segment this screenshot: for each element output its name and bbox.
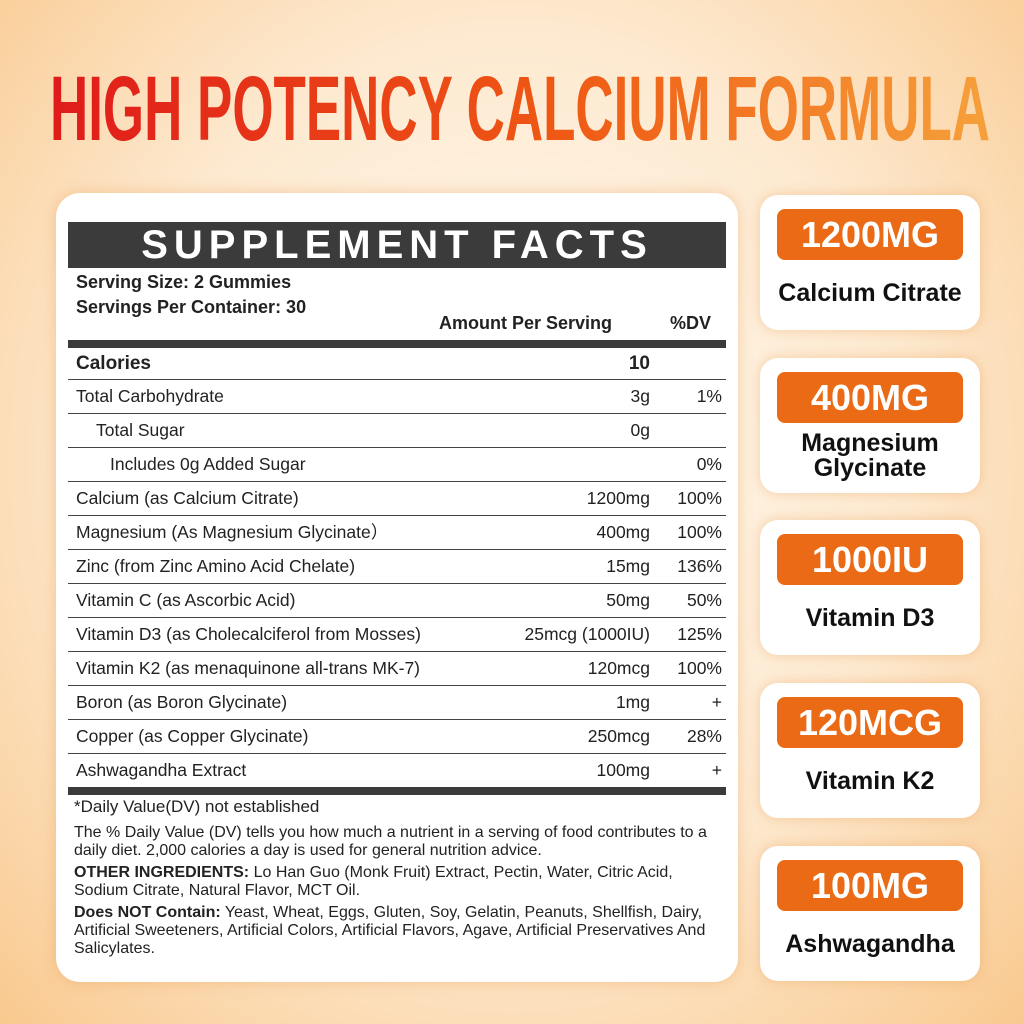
amount-column-header: Amount Per Serving <box>439 313 613 333</box>
nutrient-dv: 1% <box>696 386 722 406</box>
nutrient-name: Vitamin K2 (as menaquinone all-trans MK-… <box>76 658 421 678</box>
ingredient-label: Calcium Citrate <box>778 278 962 307</box>
nutrient-amount: 10 <box>628 353 650 374</box>
nutrient-dv: 100% <box>677 488 722 508</box>
nutrient-amount: 0g <box>630 420 650 440</box>
facts-row: Copper (as Copper Glycinate) 250mcg 28% <box>68 719 726 753</box>
highlight-card: 1000IU Vitamin D3 <box>760 520 980 655</box>
ingredient-label: Vitamin D3 <box>805 603 935 632</box>
nutrient-dv: 125% <box>677 624 722 644</box>
supplement-facts-panel: SUPPLEMENT FACTS Serving Size: 2 Gummies… <box>56 193 738 982</box>
dv-explanation: The % Daily Value (DV) tells you how muc… <box>74 824 707 859</box>
nutrient-name: Vitamin D3 (as Cholecalciferol from Moss… <box>76 624 421 644</box>
ingredient-label: Ashwagandha <box>785 929 955 958</box>
highlight-card: 400MG Magnesium Glycinate <box>760 358 980 493</box>
nutrient-dv: + <box>711 760 722 780</box>
nutrient-name: Ashwagandha Extract <box>76 760 247 780</box>
highlight-card: 120MCG Vitamin K2 <box>760 683 980 818</box>
nutrient-name: Total Sugar <box>96 420 185 440</box>
facts-header: SUPPLEMENT FACTS <box>68 222 726 268</box>
nutrient-dv: 28% <box>686 726 722 746</box>
nutrient-amount: 15mg <box>606 556 650 576</box>
amount-badge: 1200MG <box>777 209 963 260</box>
nutrient-dv: 0% <box>696 454 722 474</box>
facts-row: Includes 0g Added Sugar 0% <box>68 447 726 481</box>
nutrient-name: Boron (as Boron Glycinate) <box>76 692 288 712</box>
ingredient-label: Vitamin K2 <box>805 766 935 795</box>
nutrient-name: Magnesium (As Magnesium Glycinate） <box>76 522 389 542</box>
nutrient-amount: 50mg <box>606 590 650 610</box>
nutrient-name: Zinc (from Zinc Amino Acid Chelate) <box>76 556 356 576</box>
servings-per-container: Servings Per Container: 30 <box>76 297 307 317</box>
nutrient-amount: 120mcg <box>587 658 650 678</box>
nutrient-dv: 100% <box>677 658 722 678</box>
nutrient-amount: 25mcg (1000IU) <box>524 624 650 644</box>
nutrient-name: Copper (as Copper Glycinate) <box>76 726 309 746</box>
does-not-contain: Does NOT Contain: Yeast, Wheat, Eggs, Gl… <box>74 904 706 957</box>
facts-table: Calories 10 Total Carbohydrate 3g 1% Total Su… <box>68 340 726 795</box>
nutrient-name: Total Carbohydrate <box>76 386 224 406</box>
nutrient-amount: 400mg <box>596 522 650 542</box>
amount-badge: 1000IU <box>777 534 963 585</box>
facts-row: Magnesium (As Magnesium Glycinate） 400mg 1… <box>68 515 726 549</box>
amount-badge: 100MG <box>777 860 963 911</box>
facts-row: Boron (as Boron Glycinate) 1mg + <box>68 685 726 719</box>
facts-row: Calories 10 <box>68 348 726 379</box>
nutrient-name: Calcium (as Calcium Citrate) <box>76 488 299 508</box>
facts-row: Total Carbohydrate 3g 1% <box>68 379 726 413</box>
dv-column-header: %DV <box>670 313 712 333</box>
facts-row: Vitamin K2 (as menaquinone all-trans MK-… <box>68 651 726 685</box>
facts-row: Vitamin C (as Ascorbic Acid) 50mg 50% <box>68 583 726 617</box>
facts-footer: *Daily Value(DV) not established The % D… <box>74 798 724 962</box>
nutrient-dv: 136% <box>677 556 722 576</box>
highlight-card: 100MG Ashwagandha <box>760 846 980 981</box>
facts-row: Total Sugar 0g <box>68 413 726 447</box>
nutrient-dv: + <box>711 692 722 712</box>
nutrient-dv: 50% <box>686 590 722 610</box>
serving-size: Serving Size: 2 Gummies <box>76 272 292 292</box>
facts-row: Ashwagandha Extract 100mg + <box>68 753 726 787</box>
headline-text: HIGH POTENCY CALCIUM FORMULA <box>50 62 990 152</box>
headline: HIGH POTENCY CALCIUM FORMULA <box>50 62 990 152</box>
amount-badge: 400MG <box>777 372 963 423</box>
nutrient-amount: 1mg <box>615 692 650 712</box>
nutrient-amount: 3g <box>630 386 650 406</box>
nutrient-name: Includes 0g Added Sugar <box>110 454 306 474</box>
nutrient-amount: 250mcg <box>587 726 650 746</box>
nutrient-amount: 100mg <box>596 760 650 780</box>
nutrient-name: Vitamin C (as Ascorbic Acid) <box>76 590 296 610</box>
nutrient-dv: 100% <box>677 522 722 542</box>
amount-badge: 120MCG <box>777 697 963 748</box>
facts-row: Zinc (from Zinc Amino Acid Chelate) 15mg 1… <box>68 549 726 583</box>
highlight-card: 1200MG Calcium Citrate <box>760 195 980 330</box>
nutrient-amount: 1200mg <box>586 488 650 508</box>
dv-note: *Daily Value(DV) not established <box>74 797 320 816</box>
facts-row: Calcium (as Calcium Citrate) 1200mg 100% <box>68 481 726 515</box>
ingredient-label: Magnesium Glycinate <box>801 429 939 482</box>
facts-row: Vitamin D3 (as Cholecalciferol from Moss… <box>68 617 726 651</box>
nutrient-name: Calories <box>76 353 151 374</box>
other-ingredients: OTHER INGREDIENTS: Lo Han Guo (Monk Frui… <box>74 864 673 899</box>
